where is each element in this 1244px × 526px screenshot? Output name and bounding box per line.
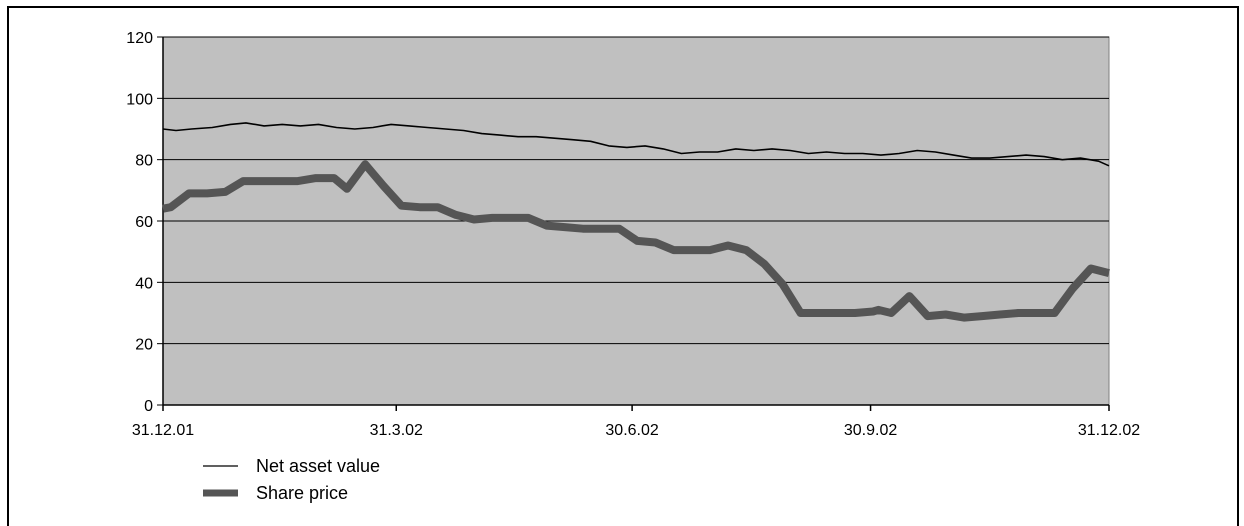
chart-frame [7, 6, 1239, 526]
y-tick-label-120: 120 [126, 30, 153, 47]
series-line-share-price [162, 160, 1110, 322]
y-tick-label-80: 80 [135, 153, 153, 170]
x-tick-label-30.6.02: 30.6.02 [605, 422, 658, 439]
gridlines [163, 36, 1109, 345]
x-tick-label-31.3.02: 31.3.02 [370, 422, 423, 439]
legend-label-net-asset-value: Net asset value [256, 456, 380, 476]
legend: Net asset value Share price [203, 456, 380, 503]
legend-label-share-price: Share price [256, 483, 348, 503]
x-tick-label-31.12.01: 31.12.01 [132, 422, 194, 439]
y-tick-label-60: 60 [135, 214, 153, 231]
y-tick-label-100: 100 [126, 91, 153, 108]
series-line-net-asset-value [162, 122, 1110, 167]
y-tick-label-40: 40 [135, 275, 153, 292]
y-tick-label-0: 0 [144, 398, 153, 415]
line-chart: 0 20 40 60 80 100 120 31.12.01 31.3.02 30.6.02 30.… [126, 30, 1140, 503]
x-tick-label-31.12.02: 31.12.02 [1078, 422, 1140, 439]
x-tick-label-30.9.02: 30.9.02 [844, 422, 897, 439]
series-group [162, 122, 1110, 322]
axes: 0 20 40 60 80 100 120 31.12.01 31.3.02 30.6.02 30.… [126, 30, 1140, 439]
y-tick-label-20: 20 [135, 337, 153, 354]
